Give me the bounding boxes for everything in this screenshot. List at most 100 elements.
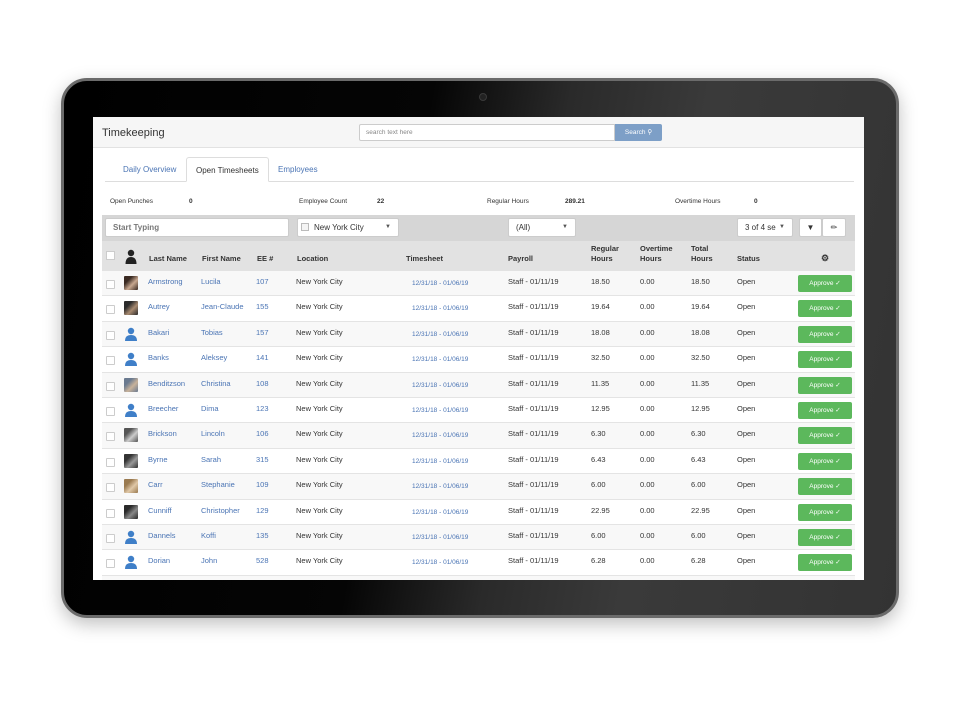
first-name-link[interactable]: Christopher bbox=[201, 505, 240, 515]
row-checkbox[interactable] bbox=[106, 280, 115, 289]
row-checkbox[interactable] bbox=[106, 533, 115, 543]
approve-button[interactable]: Approve ✓ bbox=[798, 528, 852, 546]
location-filter-select[interactable]: New York City ▼ bbox=[297, 218, 399, 237]
ee-number-link[interactable]: 129 bbox=[256, 505, 269, 515]
col-overtime-hours[interactable]: Overtime Hours bbox=[640, 244, 673, 263]
name-filter-input[interactable]: Start Typing bbox=[105, 218, 289, 237]
search-input[interactable]: search text here bbox=[359, 124, 615, 141]
ee-number-link[interactable]: 155 bbox=[256, 302, 269, 312]
last-name-link[interactable]: Byrne bbox=[148, 454, 168, 464]
timesheet-link[interactable]: 12/31/18 - 01/06/19 bbox=[412, 305, 469, 313]
col-regular-hours[interactable]: Regular Hours bbox=[591, 244, 619, 263]
row-checkbox[interactable] bbox=[106, 457, 115, 467]
first-name-link[interactable]: Tobias bbox=[201, 327, 223, 337]
timesheet-link[interactable]: 12/31/18 - 01/06/19 bbox=[412, 559, 469, 567]
first-name-link[interactable]: Stephanie bbox=[201, 480, 235, 490]
search-icon: ⚲ bbox=[647, 129, 653, 136]
last-name-link[interactable]: Dannels bbox=[148, 530, 176, 540]
row-checkbox[interactable] bbox=[106, 330, 115, 340]
clear-filter-button[interactable]: ✏ bbox=[822, 218, 846, 237]
gear-icon[interactable]: ⚙ bbox=[821, 253, 830, 263]
first-name-link[interactable]: Lincoln bbox=[201, 429, 225, 439]
row-checkbox[interactable] bbox=[106, 483, 115, 493]
last-name-link[interactable]: Banks bbox=[148, 353, 169, 363]
col-timesheet[interactable]: Timesheet bbox=[406, 254, 443, 263]
row-checkbox[interactable] bbox=[106, 508, 115, 518]
select-all-checkbox[interactable] bbox=[106, 251, 115, 260]
last-name-link[interactable]: Autrey bbox=[148, 302, 170, 312]
ee-number-link[interactable]: 157 bbox=[256, 327, 269, 337]
row-checkbox[interactable] bbox=[106, 559, 115, 569]
col-ee[interactable]: EE # bbox=[257, 254, 274, 263]
approve-button[interactable]: Approve ✓ bbox=[798, 376, 852, 394]
row-checkbox[interactable] bbox=[106, 381, 115, 391]
first-name-link[interactable]: Koffi bbox=[201, 530, 216, 540]
ee-number-link[interactable]: 135 bbox=[256, 530, 269, 540]
columns-select[interactable]: 3 of 4 se ▼ bbox=[737, 218, 793, 237]
timesheet-link[interactable]: 12/31/18 - 01/06/19 bbox=[412, 457, 469, 465]
tab-employees[interactable]: Employees bbox=[278, 165, 318, 174]
first-name-link[interactable]: Sarah bbox=[201, 454, 222, 464]
timesheet-link[interactable]: 12/31/18 - 01/06/19 bbox=[412, 406, 469, 414]
ee-number-link[interactable]: 106 bbox=[256, 429, 269, 439]
row-checkbox[interactable] bbox=[106, 432, 115, 442]
last-name-link[interactable]: Armstrong bbox=[148, 277, 183, 286]
first-name-link[interactable]: Jean-Claude bbox=[201, 302, 244, 312]
timesheet-link[interactable]: 12/31/18 - 01/06/19 bbox=[412, 508, 469, 516]
row-checkbox[interactable] bbox=[106, 305, 115, 315]
tab-open-timesheets[interactable]: Open Timesheets bbox=[186, 157, 269, 182]
ee-number-link[interactable]: 108 bbox=[256, 378, 269, 388]
first-name-link[interactable]: Aleksey bbox=[201, 353, 228, 363]
payroll-cell: Staff - 01/11/19 bbox=[508, 378, 559, 388]
ee-number-link[interactable]: 141 bbox=[256, 353, 269, 363]
last-name-link[interactable]: Breecher bbox=[148, 403, 179, 413]
approve-button[interactable]: Approve ✓ bbox=[798, 554, 852, 572]
filter-button[interactable]: ▼ bbox=[799, 218, 822, 237]
approve-button[interactable]: Approve ✓ bbox=[798, 300, 852, 318]
approve-button[interactable]: Approve ✓ bbox=[798, 275, 852, 292]
last-name-link[interactable]: Bakari bbox=[148, 327, 170, 337]
ee-number-link[interactable]: 123 bbox=[256, 403, 269, 413]
timesheet-link[interactable]: 12/31/18 - 01/06/19 bbox=[412, 533, 469, 541]
ee-number-link[interactable]: 528 bbox=[256, 556, 269, 566]
last-name-link[interactable]: Benditzson bbox=[148, 378, 186, 388]
last-name-link[interactable]: Cunniff bbox=[148, 505, 172, 515]
timesheet-link[interactable]: 12/31/18 - 01/06/19 bbox=[412, 356, 469, 364]
approve-button[interactable]: Approve ✓ bbox=[798, 325, 852, 343]
search-button[interactable]: Search ⚲ bbox=[615, 124, 662, 141]
approve-button[interactable]: Approve ✓ bbox=[798, 401, 852, 419]
ee-number-link[interactable]: 109 bbox=[256, 480, 269, 490]
first-name-link[interactable]: Dima bbox=[201, 403, 219, 413]
col-status[interactable]: Status bbox=[737, 254, 760, 263]
first-name-link[interactable]: John bbox=[201, 556, 218, 566]
timesheet-link[interactable]: 12/31/18 - 01/06/19 bbox=[412, 280, 469, 287]
col-total-hours[interactable]: Total Hours bbox=[691, 244, 713, 263]
col-first-name[interactable]: First Name bbox=[202, 254, 241, 263]
payroll-filter-select[interactable]: (All) ▼ bbox=[508, 218, 576, 237]
approve-button[interactable]: Approve ✓ bbox=[798, 452, 852, 470]
last-name-link[interactable]: Dorian bbox=[148, 556, 171, 566]
ee-number-link[interactable]: 107 bbox=[256, 277, 269, 286]
row-checkbox[interactable] bbox=[106, 406, 115, 416]
timesheet-link[interactable]: 12/31/18 - 01/06/19 bbox=[412, 432, 469, 440]
last-name-link[interactable]: Brickson bbox=[148, 429, 177, 439]
regular-hours-cell: 6.00 bbox=[591, 480, 606, 490]
timesheet-link[interactable]: 12/31/18 - 01/06/19 bbox=[412, 483, 469, 491]
first-name-link[interactable]: Christina bbox=[201, 378, 231, 388]
approve-button[interactable]: Approve ✓ bbox=[798, 478, 852, 496]
approve-button[interactable]: Approve ✓ bbox=[798, 427, 852, 445]
approve-button[interactable]: Approve ✓ bbox=[798, 351, 852, 369]
timesheet-link[interactable]: 12/31/18 - 01/06/19 bbox=[412, 330, 469, 338]
tab-daily-overview[interactable]: Daily Overview bbox=[123, 165, 177, 174]
col-location[interactable]: Location bbox=[297, 254, 329, 263]
row-checkbox[interactable] bbox=[106, 356, 115, 366]
status-cell: Open bbox=[737, 327, 756, 337]
first-name-link[interactable]: Lucila bbox=[201, 277, 221, 286]
col-payroll[interactable]: Payroll bbox=[508, 254, 534, 263]
approve-button[interactable]: Approve ✓ bbox=[798, 503, 852, 521]
location-filter-checkbox[interactable] bbox=[301, 223, 309, 231]
ee-number-link[interactable]: 315 bbox=[256, 454, 269, 464]
col-last-name[interactable]: Last Name bbox=[149, 254, 187, 263]
last-name-link[interactable]: Carr bbox=[148, 480, 163, 490]
timesheet-link[interactable]: 12/31/18 - 01/06/19 bbox=[412, 381, 469, 389]
